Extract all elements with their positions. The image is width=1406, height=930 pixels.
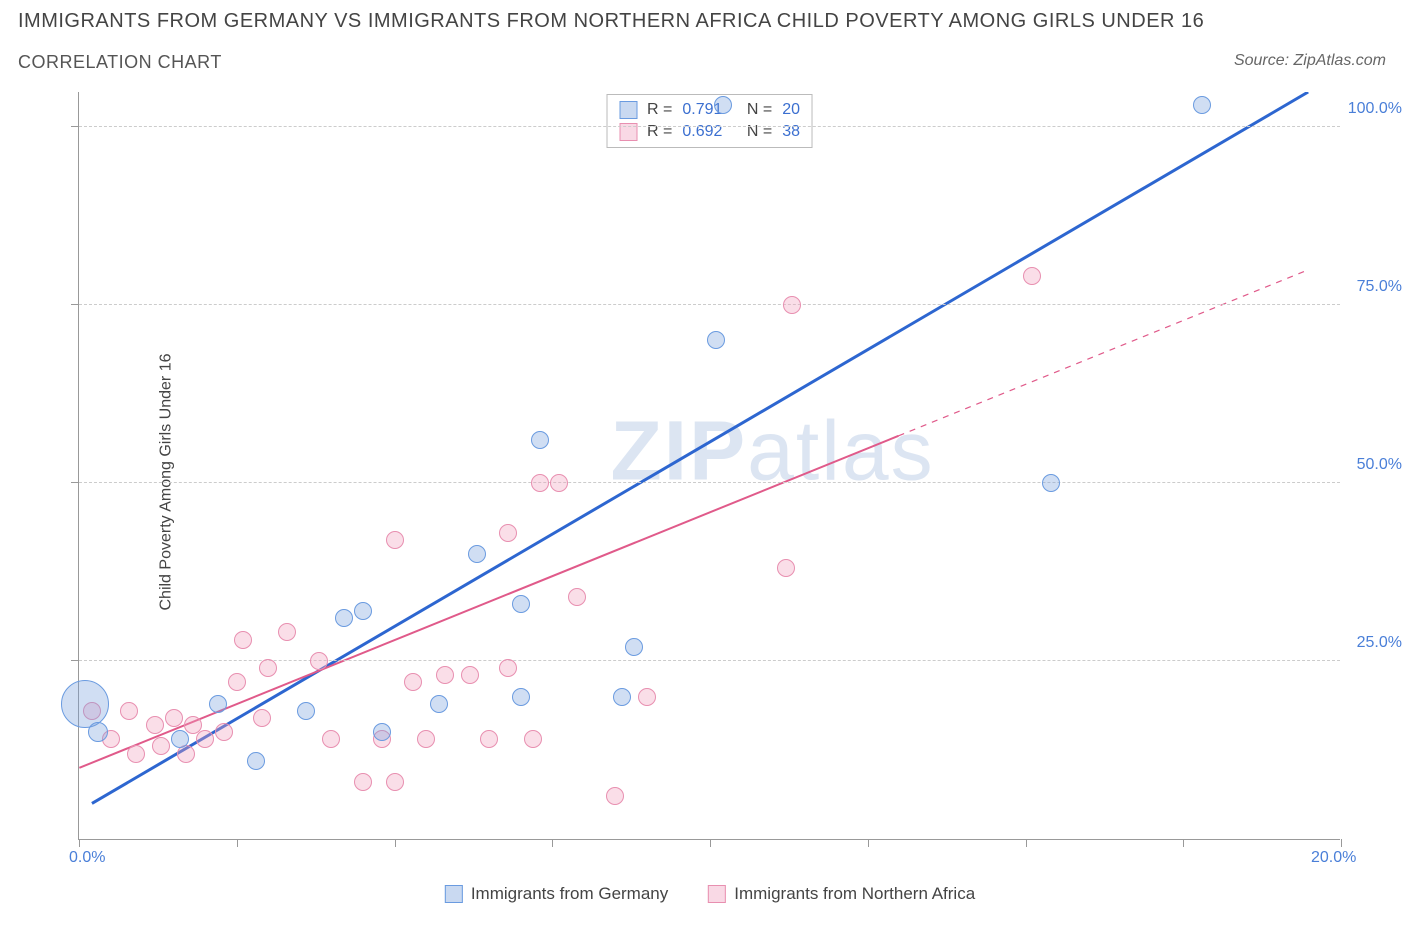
point-nafrica — [228, 673, 246, 691]
x-tick — [868, 839, 869, 847]
point-germany — [247, 752, 265, 770]
point-nafrica — [606, 787, 624, 805]
point-nafrica — [120, 702, 138, 720]
point-germany — [373, 723, 391, 741]
point-nafrica — [146, 716, 164, 734]
legend-item-nafrica: Immigrants from Northern Africa — [708, 884, 975, 904]
plot-area: ZIPatlas R = 0.791 N = 20 R = 0.692 N = … — [78, 92, 1340, 840]
trend-lines — [79, 92, 1340, 839]
point-germany — [430, 695, 448, 713]
x-tick — [1183, 839, 1184, 847]
correlation-legend: R = 0.791 N = 20 R = 0.692 N = 38 — [606, 94, 813, 148]
point-germany — [1042, 474, 1060, 492]
point-nafrica — [461, 666, 479, 684]
point-germany — [625, 638, 643, 656]
legend-row-nafrica: R = 0.692 N = 38 — [619, 121, 800, 143]
point-germany — [531, 431, 549, 449]
stat-label-r: R = — [647, 101, 672, 119]
chart-subtitle: CORRELATION CHART — [18, 52, 222, 73]
point-nafrica — [253, 709, 271, 727]
point-germany — [297, 702, 315, 720]
series-legend: Immigrants from Germany Immigrants from … — [445, 884, 975, 904]
y-tick — [71, 660, 79, 661]
point-nafrica — [310, 652, 328, 670]
point-nafrica — [196, 730, 214, 748]
point-germany — [714, 96, 732, 114]
point-nafrica — [436, 666, 454, 684]
x-tick — [1026, 839, 1027, 847]
swatch-blue-icon — [619, 101, 637, 119]
point-nafrica — [417, 730, 435, 748]
point-nafrica — [165, 709, 183, 727]
point-germany — [468, 545, 486, 563]
chart-area: Child Poverty Among Girls Under 16 ZIPat… — [60, 92, 1360, 872]
point-germany — [1193, 96, 1211, 114]
swatch-pink-icon — [708, 885, 726, 903]
x-tick — [710, 839, 711, 847]
point-nafrica — [524, 730, 542, 748]
point-nafrica — [499, 524, 517, 542]
stat-n-germany: 20 — [782, 101, 800, 119]
x-tick-label: 0.0% — [69, 849, 105, 867]
point-nafrica — [234, 631, 252, 649]
point-nafrica — [354, 773, 372, 791]
y-tick — [71, 304, 79, 305]
point-germany — [512, 595, 530, 613]
x-tick — [237, 839, 238, 847]
source-label: Source: — [1234, 52, 1289, 69]
point-nafrica — [386, 531, 404, 549]
stat-label-n: N = — [747, 101, 772, 119]
y-tick-label: 50.0% — [1357, 456, 1402, 474]
y-tick — [71, 126, 79, 127]
point-germany — [61, 680, 109, 728]
chart-title: IMMIGRANTS FROM GERMANY VS IMMIGRANTS FR… — [18, 10, 1204, 33]
point-germany — [512, 688, 530, 706]
point-germany — [171, 730, 189, 748]
source-value: ZipAtlas.com — [1294, 52, 1386, 69]
point-germany — [613, 688, 631, 706]
point-nafrica — [278, 623, 296, 641]
point-nafrica — [499, 659, 517, 677]
legend-label: Immigrants from Germany — [471, 884, 668, 904]
x-tick-label: 20.0% — [1311, 849, 1356, 867]
point-nafrica — [531, 474, 549, 492]
x-tick — [1341, 839, 1342, 847]
point-nafrica — [568, 588, 586, 606]
y-tick-label: 75.0% — [1357, 278, 1402, 296]
gridline — [79, 482, 1340, 483]
gridline — [79, 126, 1340, 127]
y-tick — [71, 482, 79, 483]
point-nafrica — [1023, 267, 1041, 285]
point-germany — [209, 695, 227, 713]
point-nafrica — [215, 723, 233, 741]
point-germany — [88, 722, 108, 742]
point-germany — [335, 609, 353, 627]
point-nafrica — [386, 773, 404, 791]
source-attribution: Source: ZipAtlas.com — [1234, 52, 1386, 70]
point-nafrica — [480, 730, 498, 748]
legend-label: Immigrants from Northern Africa — [734, 884, 975, 904]
point-nafrica — [322, 730, 340, 748]
point-germany — [707, 331, 725, 349]
x-tick — [79, 839, 80, 847]
point-nafrica — [638, 688, 656, 706]
point-germany — [354, 602, 372, 620]
y-tick-label: 25.0% — [1357, 634, 1402, 652]
y-tick-label: 100.0% — [1348, 100, 1402, 118]
legend-row-germany: R = 0.791 N = 20 — [619, 99, 800, 121]
point-nafrica — [152, 737, 170, 755]
point-nafrica — [783, 296, 801, 314]
swatch-blue-icon — [445, 885, 463, 903]
point-nafrica — [777, 559, 795, 577]
point-nafrica — [127, 745, 145, 763]
legend-item-germany: Immigrants from Germany — [445, 884, 668, 904]
point-nafrica — [404, 673, 422, 691]
gridline — [79, 304, 1340, 305]
point-nafrica — [259, 659, 277, 677]
point-nafrica — [550, 474, 568, 492]
x-tick — [395, 839, 396, 847]
x-tick — [552, 839, 553, 847]
